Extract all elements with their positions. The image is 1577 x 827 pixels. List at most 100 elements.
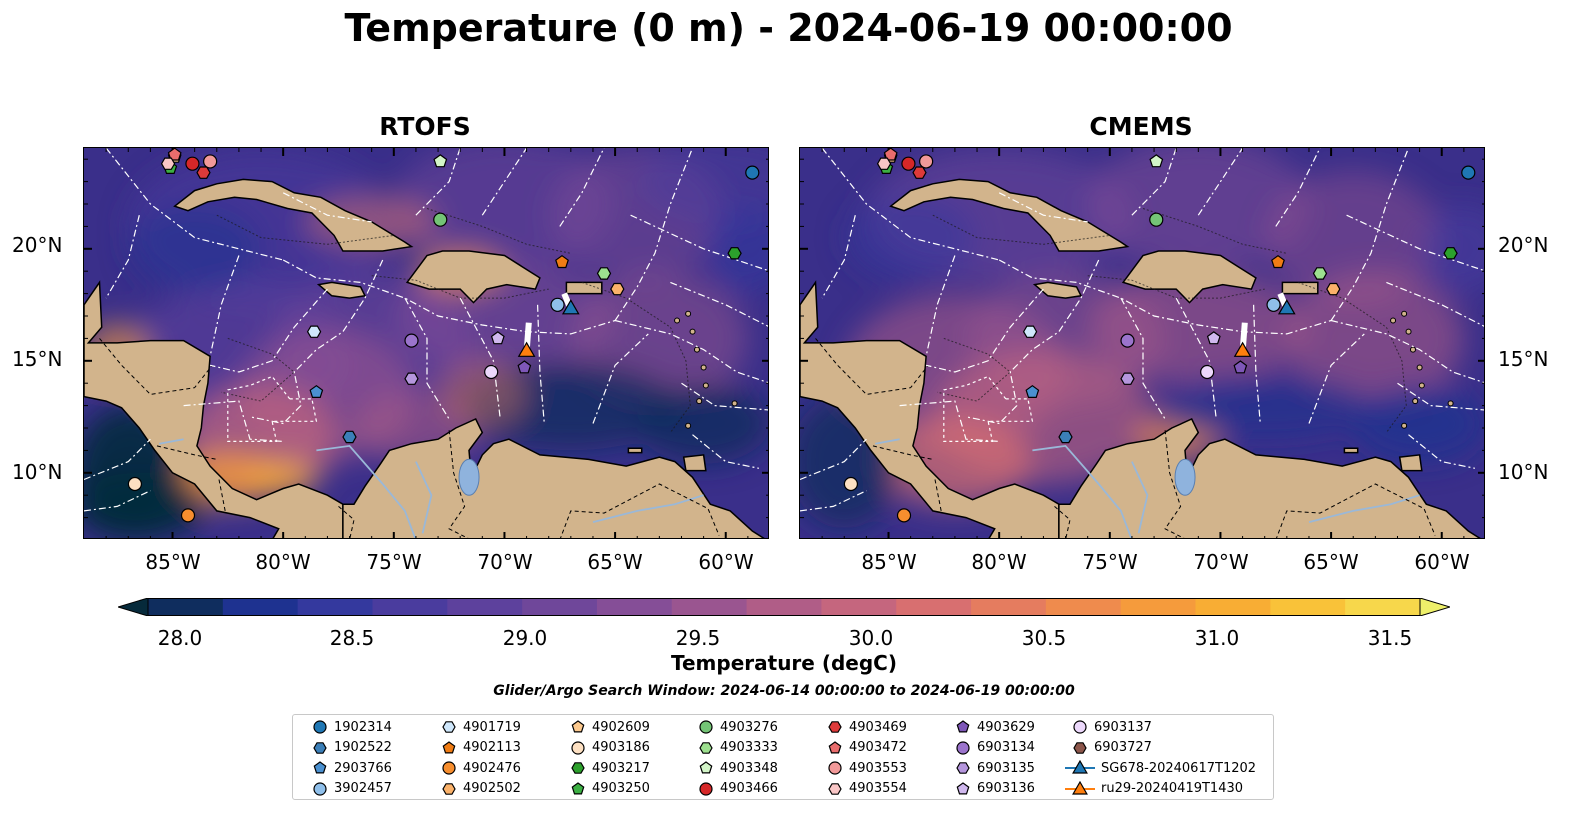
- glider-SG678-20240617T1202: [1277, 299, 1296, 315]
- argo-float-4903217: [1443, 247, 1458, 260]
- legend-item: 4903629: [948, 717, 1035, 738]
- eez-boundary: [1408, 434, 1476, 469]
- lat-label-20n-left: 20°N: [12, 233, 63, 257]
- argo-float-4902113: [1271, 254, 1285, 269]
- colorbar-segment: [1345, 598, 1421, 616]
- legend-item: 4903276: [691, 717, 778, 738]
- colorbar-tick: 29.0: [502, 626, 548, 650]
- colorbar-segment: [222, 598, 299, 616]
- depth-contour: [1142, 208, 1287, 254]
- map-cmems: [799, 147, 1485, 539]
- argo-float-3902457: [550, 297, 565, 312]
- legend-marker-icon: [571, 741, 585, 755]
- legend-marker-icon: [828, 782, 842, 795]
- argo-float-4903469: [196, 166, 211, 179]
- island: [1405, 328, 1412, 335]
- land-southam: [342, 418, 765, 538]
- lat-label-15n-left: 15°N: [12, 347, 63, 371]
- argo-float-4903629: [1233, 360, 1248, 374]
- eez-boundary: [1120, 297, 1166, 420]
- legend-label: 1902314: [334, 719, 392, 735]
- eez-boundary: [1386, 281, 1484, 327]
- legend-label: 6903727: [1094, 740, 1152, 756]
- glider-SG678-20240617T1202: [561, 299, 580, 315]
- eez-boundary: [925, 288, 1044, 373]
- eez-boundary: [681, 382, 768, 411]
- legend-label: 4903472: [849, 740, 907, 756]
- eez-boundary: [1275, 148, 1321, 227]
- legend-marker-icon: [1073, 720, 1087, 734]
- legend-label: 4903469: [849, 719, 907, 735]
- lat-label-10n-left: 10°N: [12, 460, 63, 484]
- legend-marker-triangle: [1072, 760, 1088, 774]
- legend-marker-hexagon: [699, 741, 713, 754]
- island: [1418, 382, 1425, 389]
- legend-marker-circle: [699, 782, 713, 796]
- eez-boundary: [1330, 319, 1484, 384]
- eez-boundary: [481, 148, 528, 216]
- eez-boundary: [249, 259, 384, 425]
- legend-marker-hexagon: [571, 762, 585, 775]
- legend-marker-icon: [956, 762, 970, 775]
- depth-contour: [221, 337, 295, 402]
- eez-boundary: [105, 148, 284, 261]
- eez-boundary: [614, 148, 694, 321]
- lon-label-75w: 75°W: [366, 550, 422, 574]
- legend-marker-icon: [313, 720, 327, 734]
- country-border: [1164, 430, 1185, 538]
- legend-item: 6903727: [1065, 738, 1256, 759]
- land-cuba: [173, 178, 414, 252]
- legend-item: 6903137: [1065, 717, 1256, 738]
- colorbar-tick: 29.5: [675, 626, 721, 650]
- eez-boundary: [84, 490, 151, 512]
- argo-float-4903554: [876, 157, 892, 170]
- land-trinidad: [1398, 454, 1423, 472]
- island: [1447, 400, 1454, 407]
- eez-boundary: [1253, 304, 1261, 424]
- legend-marker-icon: [828, 741, 842, 754]
- legend-label: 4902609: [592, 719, 650, 735]
- legend-marker-pentagon: [699, 761, 713, 774]
- land-mass: [800, 178, 1481, 538]
- legend-marker-circle: [956, 741, 970, 755]
- argo-float-4903466: [185, 156, 200, 171]
- legend-label: ru29-20240419T1430: [1101, 781, 1244, 797]
- legend-marker-icon: [699, 761, 713, 774]
- legend-item: 4903348: [691, 758, 778, 779]
- colorbar-segment: [971, 598, 1047, 616]
- lon-label-75w: 75°W: [1082, 550, 1138, 574]
- legend-label: 4903186: [592, 740, 650, 756]
- argo-float-4901719: [306, 325, 322, 338]
- argo-float-4903554: [160, 157, 176, 170]
- lon-label-60w: 60°W: [698, 550, 754, 574]
- argo-float-1902314: [1461, 165, 1476, 180]
- eez-boundary: [1197, 148, 1244, 216]
- lon-label-80w: 80°W: [971, 550, 1027, 574]
- colorbar-segment: [1195, 598, 1271, 616]
- eez-boundary: [925, 255, 956, 357]
- depth-contour: [932, 214, 1110, 245]
- panel-title-cmems: CMEMS: [1089, 112, 1193, 141]
- land-cuba: [889, 178, 1130, 252]
- legend-item: 4902113: [434, 738, 521, 759]
- land-hispaniola: [405, 250, 541, 304]
- eez-boundary: [559, 148, 605, 227]
- river: [415, 461, 433, 534]
- argo-float-4903466: [901, 156, 916, 171]
- argo-float-4903553: [203, 154, 218, 169]
- colorbar-tick: 31.5: [1367, 626, 1413, 650]
- argo-float-4903472: [883, 148, 898, 161]
- lon-label-60w: 60°W: [1414, 550, 1470, 574]
- legend-column: 4902609 4903186 4903217 4903250: [563, 717, 650, 799]
- depth-contour: [216, 214, 394, 245]
- colorbar: [116, 597, 1452, 617]
- lat-label-15n-right: 15°N: [1498, 347, 1549, 371]
- colorbar-segment: [522, 598, 598, 616]
- legend-marker-icon: [699, 720, 713, 734]
- eez-boundary: [630, 214, 768, 272]
- lat-label-10n-right: 10°N: [1498, 460, 1549, 484]
- legend-marker-circle: [1073, 720, 1087, 734]
- colorbar-segment: [671, 598, 748, 616]
- legend-column: 4903629 6903134 6903135 6903136: [948, 717, 1035, 799]
- eez-boundary: [592, 333, 649, 424]
